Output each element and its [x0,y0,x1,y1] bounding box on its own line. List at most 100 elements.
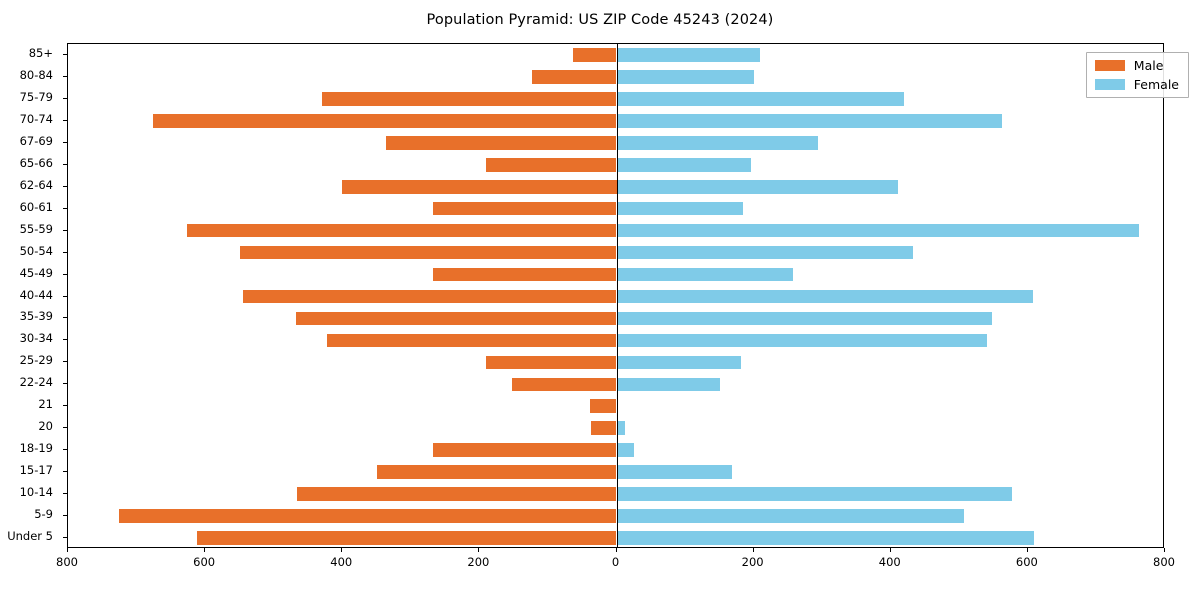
y-axis-tick-mark [63,97,67,99]
bar-female[interactable] [616,333,987,348]
bar-female[interactable] [616,157,751,172]
y-axis-tick-mark [63,141,67,143]
y-axis-tick-label: 15-17 [19,463,53,478]
bar-male[interactable] [591,421,617,436]
y-axis-tick-mark [63,207,67,209]
y-axis-tick-mark [63,317,67,319]
bar-female[interactable] [616,311,992,326]
x-axis-tick-mark [204,548,206,552]
y-axis-tick-mark [63,537,67,539]
y-axis: 85+ 80-84 75-79 70-74 67-69 65-66 62-64 60-61 55… [0,43,67,548]
bar-female[interactable] [616,179,899,194]
bar-male[interactable] [485,355,617,370]
legend-item-male[interactable]: Male [1094,58,1179,73]
y-axis-tick-label: 70-74 [19,111,53,126]
bar-male[interactable] [432,443,617,457]
bar-row [68,92,1163,106]
y-axis-tick-label: 40-44 [19,287,53,302]
legend-label: Female [1133,77,1179,92]
bar-row [68,114,1163,128]
bar-male[interactable] [377,465,617,479]
bar-male[interactable] [296,487,617,501]
bar-male[interactable] [342,179,617,194]
bar-female[interactable] [616,531,1035,545]
bar-male[interactable] [573,48,617,62]
bar-row [68,443,1163,457]
x-axis-tick-label: 200 [741,555,764,569]
bar-male[interactable] [187,223,617,238]
bar-male[interactable] [196,531,617,545]
bar-female[interactable] [616,509,965,523]
bar-male[interactable] [432,201,617,216]
y-axis-tick-mark [63,515,67,517]
bar-male[interactable] [242,289,617,304]
y-axis-tick-mark [63,471,67,473]
bar-male[interactable] [532,70,617,84]
bar-female[interactable] [616,48,760,62]
x-axis-tick-mark [341,548,343,552]
bar-row [68,135,1163,150]
x-axis-tick-label: 400 [878,555,901,569]
bar-male[interactable] [295,311,617,326]
bar-male[interactable] [321,92,617,106]
bar-row [68,421,1163,436]
y-axis-tick-label: 25-29 [19,353,53,368]
bar-row [68,333,1163,348]
x-axis-tick-mark [889,548,891,552]
bar-female[interactable] [616,92,905,106]
bar-male[interactable] [590,399,617,414]
bar-female[interactable] [616,135,819,150]
y-axis-tick-mark [63,493,67,495]
legend-item-female[interactable]: Female [1094,77,1179,92]
y-axis-tick-label: 50-54 [19,243,53,258]
bar-female[interactable] [616,70,754,84]
y-axis-tick-mark [63,273,67,275]
bar-female[interactable] [616,201,744,216]
bar-male[interactable] [240,245,617,260]
legend-swatch-male [1094,60,1125,71]
x-axis-tick-mark [67,548,68,552]
bar-male[interactable] [512,377,617,392]
y-axis-tick-label: 67-69 [19,133,53,148]
bar-row [68,289,1163,304]
y-axis-tick-label: 21 [38,397,53,412]
bar-male[interactable] [386,135,617,150]
bar-male[interactable] [486,157,617,172]
bar-female[interactable] [616,267,794,282]
x-axis-tick-mark [1164,548,1165,552]
bar-female[interactable] [616,245,913,260]
bar-female[interactable] [616,223,1139,238]
bar-male[interactable] [432,267,617,282]
bar-female[interactable] [616,465,732,479]
bar-male[interactable] [118,509,617,523]
bar-female[interactable] [616,355,742,370]
y-axis-tick-mark [63,339,67,341]
y-axis-tick-label: 35-39 [19,309,53,324]
legend: Male Female [1085,52,1189,98]
y-axis-tick-label: 75-79 [19,89,53,104]
bar-female[interactable] [616,289,1033,304]
legend-swatch-female [1094,79,1125,90]
bar-female[interactable] [616,114,1002,128]
bar-female[interactable] [616,443,634,457]
bar-row [68,465,1163,479]
bar-row [68,531,1163,545]
y-axis-tick-mark [63,361,67,363]
y-axis-tick-mark [63,295,67,297]
bar-female[interactable] [616,421,626,436]
y-axis-tick-label: 45-49 [19,265,53,280]
legend-label: Male [1133,58,1164,73]
bar-male[interactable] [327,333,617,348]
bar-female[interactable] [616,377,721,392]
y-axis-tick-label: 5-9 [34,507,53,522]
bar-row [68,70,1163,84]
bar-male[interactable] [153,114,617,128]
bar-row [68,201,1163,216]
y-axis-tick-label: Under 5 [7,529,53,544]
bar-row [68,267,1163,282]
y-axis-tick-label: 80-84 [19,67,53,82]
y-axis-tick-mark [63,383,67,385]
x-axis-tick-mark [1026,548,1028,552]
bar-female[interactable] [616,487,1013,501]
x-axis-tick-label: 400 [330,555,353,569]
